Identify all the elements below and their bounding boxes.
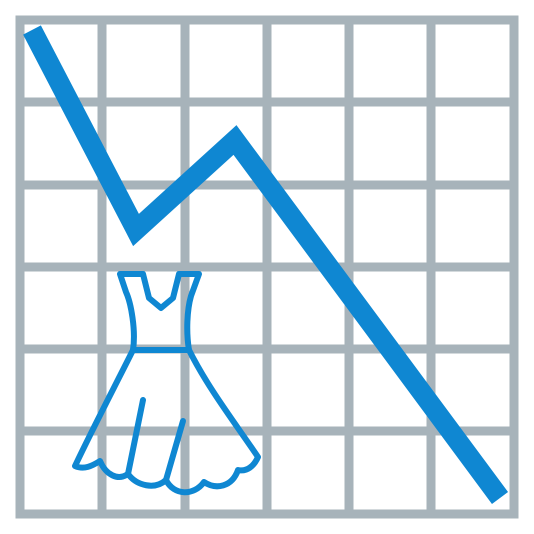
dress-bodice — [117, 271, 202, 353]
dress-icon — [72, 271, 261, 496]
chart-grid — [15, 15, 519, 519]
dress-skirt-fold — [125, 397, 146, 477]
downward-trend-line — [23, 25, 509, 504]
dress-skirt-fold — [163, 418, 186, 483]
